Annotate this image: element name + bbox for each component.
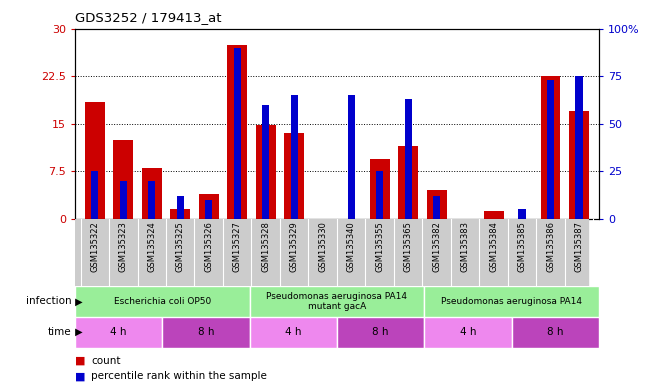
Bar bbox=[575, 76, 583, 219]
Text: GSM135365: GSM135365 bbox=[404, 221, 413, 272]
Bar bbox=[148, 181, 156, 219]
Text: infection: infection bbox=[26, 296, 72, 306]
Text: time: time bbox=[48, 327, 72, 337]
Text: GDS3252 / 179413_at: GDS3252 / 179413_at bbox=[75, 12, 221, 25]
Text: GSM135387: GSM135387 bbox=[574, 221, 583, 272]
Bar bbox=[75, 317, 162, 348]
Bar bbox=[433, 196, 440, 219]
Bar bbox=[249, 286, 424, 317]
Text: GSM135340: GSM135340 bbox=[346, 221, 355, 271]
Text: GSM135328: GSM135328 bbox=[261, 221, 270, 272]
Text: ▶: ▶ bbox=[72, 327, 82, 337]
Text: 8 h: 8 h bbox=[547, 327, 564, 337]
Bar bbox=[370, 159, 389, 219]
Text: 8 h: 8 h bbox=[372, 327, 389, 337]
Bar bbox=[518, 209, 525, 219]
Bar bbox=[256, 125, 275, 219]
Bar bbox=[547, 80, 554, 219]
Bar bbox=[199, 194, 219, 219]
Text: GSM135329: GSM135329 bbox=[290, 221, 299, 271]
Text: Pseudomonas aeruginosa PA14
mutant gacA: Pseudomonas aeruginosa PA14 mutant gacA bbox=[266, 292, 408, 311]
Bar bbox=[75, 286, 249, 317]
Text: 4 h: 4 h bbox=[460, 327, 476, 337]
Bar bbox=[120, 181, 127, 219]
Text: GSM135326: GSM135326 bbox=[204, 221, 214, 272]
Bar bbox=[348, 95, 355, 219]
Text: GSM135382: GSM135382 bbox=[432, 221, 441, 272]
Bar bbox=[512, 317, 599, 348]
Text: GSM135324: GSM135324 bbox=[147, 221, 156, 271]
Bar bbox=[424, 317, 512, 348]
Text: Pseudomonas aeruginosa PA14: Pseudomonas aeruginosa PA14 bbox=[441, 297, 582, 306]
Bar bbox=[290, 95, 298, 219]
Bar bbox=[85, 102, 105, 219]
Bar bbox=[404, 99, 411, 219]
Bar bbox=[540, 76, 561, 219]
Bar bbox=[234, 48, 241, 219]
Text: Escherichia coli OP50: Escherichia coli OP50 bbox=[113, 297, 211, 306]
Bar bbox=[227, 45, 247, 219]
Bar bbox=[162, 317, 249, 348]
Bar bbox=[249, 317, 337, 348]
Bar bbox=[171, 209, 190, 219]
Text: GSM135383: GSM135383 bbox=[460, 221, 469, 272]
Text: ▶: ▶ bbox=[72, 296, 82, 306]
Text: GSM135325: GSM135325 bbox=[176, 221, 185, 271]
Bar bbox=[424, 286, 599, 317]
Text: count: count bbox=[91, 356, 120, 366]
Text: GSM135385: GSM135385 bbox=[518, 221, 527, 272]
Bar bbox=[284, 133, 304, 219]
Text: 8 h: 8 h bbox=[198, 327, 214, 337]
Bar bbox=[113, 140, 133, 219]
Text: ■: ■ bbox=[75, 371, 89, 381]
Text: 4 h: 4 h bbox=[110, 327, 127, 337]
Text: GSM135355: GSM135355 bbox=[375, 221, 384, 271]
Bar bbox=[569, 111, 589, 219]
Bar bbox=[205, 200, 212, 219]
Text: ■: ■ bbox=[75, 356, 89, 366]
Bar bbox=[176, 196, 184, 219]
Bar bbox=[142, 168, 161, 219]
Text: GSM135386: GSM135386 bbox=[546, 221, 555, 272]
Text: percentile rank within the sample: percentile rank within the sample bbox=[91, 371, 267, 381]
Text: 4 h: 4 h bbox=[285, 327, 301, 337]
Bar bbox=[376, 171, 383, 219]
Bar bbox=[91, 171, 98, 219]
Bar bbox=[262, 105, 270, 219]
Text: GSM135384: GSM135384 bbox=[489, 221, 498, 272]
Bar bbox=[426, 190, 447, 219]
Text: GSM135327: GSM135327 bbox=[232, 221, 242, 272]
Bar bbox=[398, 146, 418, 219]
Bar bbox=[337, 317, 424, 348]
Text: GSM135323: GSM135323 bbox=[118, 221, 128, 272]
Text: GSM135322: GSM135322 bbox=[90, 221, 100, 271]
Bar bbox=[484, 211, 503, 219]
Text: GSM135330: GSM135330 bbox=[318, 221, 327, 272]
